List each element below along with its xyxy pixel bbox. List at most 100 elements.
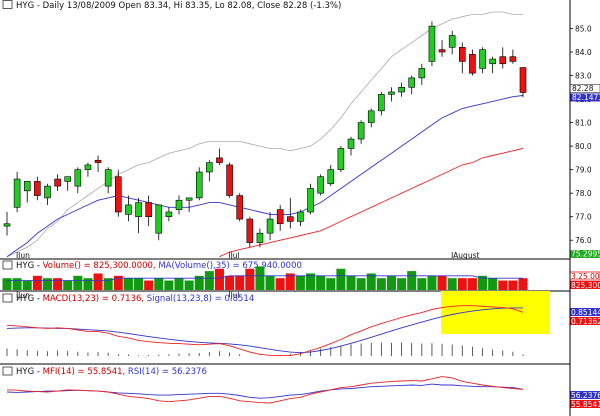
candle-body [398, 86, 405, 93]
mfi-rsi-lines [6, 376, 524, 404]
macd-right-label-2: 0.71362 [571, 317, 600, 326]
candle-body [479, 49, 486, 69]
candle-body [84, 164, 92, 170]
volume-panel: HYG - Volume() = 825,300.0000, MA(Volume… [2, 260, 600, 290]
candle-body [54, 178, 61, 187]
volume-bar [32, 275, 42, 290]
candle [256, 228, 264, 248]
candle-body [307, 188, 314, 213]
x-tick-label-macd: Jun [17, 291, 30, 300]
candle [246, 216, 254, 248]
volume-bar [63, 280, 73, 290]
candle-body [378, 94, 385, 112]
volume-bar [437, 275, 447, 290]
candle-body [64, 176, 72, 182]
candle-body [256, 232, 264, 243]
candle [357, 120, 365, 144]
highlight-box [441, 291, 550, 334]
volume-bar [285, 273, 295, 290]
svg-text:HYG - Volume() = 825,300.0000,: HYG - Volume() = 825,300.0000, MA(Volume… [16, 261, 302, 271]
candle [398, 82, 405, 97]
volume-bar [457, 278, 467, 290]
candle [165, 207, 173, 222]
ma-value-label: 82.1473 [572, 93, 600, 102]
price-tick-label: 78.0 [575, 189, 592, 198]
envelope-path [6, 11, 523, 258]
envelope-line [6, 11, 523, 258]
candle-body [448, 35, 456, 48]
volume-bar [214, 268, 224, 290]
macd-histogram [6, 342, 524, 356]
candle [337, 146, 345, 172]
candle-body [246, 218, 254, 243]
volume-bar [12, 278, 22, 290]
ma-short-path [6, 95, 524, 258]
candle [276, 204, 284, 231]
candle-body [165, 211, 173, 218]
candle [458, 42, 466, 74]
volume-bar [306, 273, 316, 290]
volume-bar [346, 275, 356, 290]
macd-title: MACD(13,23) = 0.7136, [43, 294, 144, 304]
candle [195, 167, 203, 201]
ma-long-line [219, 148, 524, 258]
volume-bar [427, 275, 437, 290]
volume-bar [376, 278, 386, 290]
candle-body [23, 181, 31, 192]
volume-bar [2, 278, 12, 290]
volume-bar [407, 271, 417, 290]
candle-body [327, 169, 335, 185]
price-tick-label: 79.0 [575, 166, 592, 175]
candle [44, 183, 51, 205]
volume-bar [113, 275, 123, 290]
candle [286, 197, 294, 229]
volume-label-prefix: HYG - [16, 261, 43, 271]
candle-body [175, 199, 183, 210]
candle-body [206, 162, 213, 173]
signal-title: Signal(13,23,8) = 0.8514 [147, 294, 254, 304]
mfi-title: MFI(14) = 55.8541, [43, 367, 126, 377]
volume-bar [326, 278, 336, 290]
candle [23, 181, 31, 203]
volume-bar [255, 266, 265, 290]
volume-bar [245, 268, 255, 290]
mfi-right-label: 55.8541 [571, 400, 600, 409]
last-close-label: 82.28 [572, 84, 594, 93]
candle-body [195, 171, 203, 199]
candle [388, 87, 395, 102]
price-tick-label: 84.0 [575, 48, 592, 57]
candle [145, 195, 152, 227]
volume-bar [73, 275, 83, 290]
candle-body [458, 46, 466, 62]
candle-body [418, 68, 426, 79]
candle-body [286, 216, 294, 222]
candle [64, 176, 72, 191]
bottom-value-label: 75.2995 [571, 250, 600, 259]
candle-body [145, 202, 152, 218]
volume-bar [488, 278, 498, 290]
candle-body [317, 176, 324, 194]
candle-body [276, 209, 284, 225]
rsi-right-label: 56.2376 [571, 391, 600, 400]
volume-bar [194, 275, 204, 290]
candle [408, 75, 416, 95]
candle [428, 21, 436, 67]
candle-body [3, 223, 11, 227]
svg-text:HYG - MACD(13,23) = 0.7136, Si: HYG - MACD(13,23) = 0.7136, Signal(13,23… [16, 294, 254, 304]
volume-bar [22, 280, 32, 290]
price-tick-label: 80.0 [575, 142, 592, 151]
mfi-label-prefix: HYG - [16, 367, 43, 377]
candle-body [519, 67, 527, 93]
candle-body [347, 138, 355, 149]
candle [519, 67, 527, 98]
candle [84, 162, 92, 177]
candle [135, 197, 142, 234]
candle-body [114, 176, 122, 213]
candle [206, 160, 213, 182]
volume-bar [518, 278, 528, 290]
candle-body [337, 148, 345, 170]
candle [236, 193, 244, 222]
candle [266, 212, 274, 241]
volume-bar [204, 271, 214, 290]
candle [114, 169, 122, 217]
